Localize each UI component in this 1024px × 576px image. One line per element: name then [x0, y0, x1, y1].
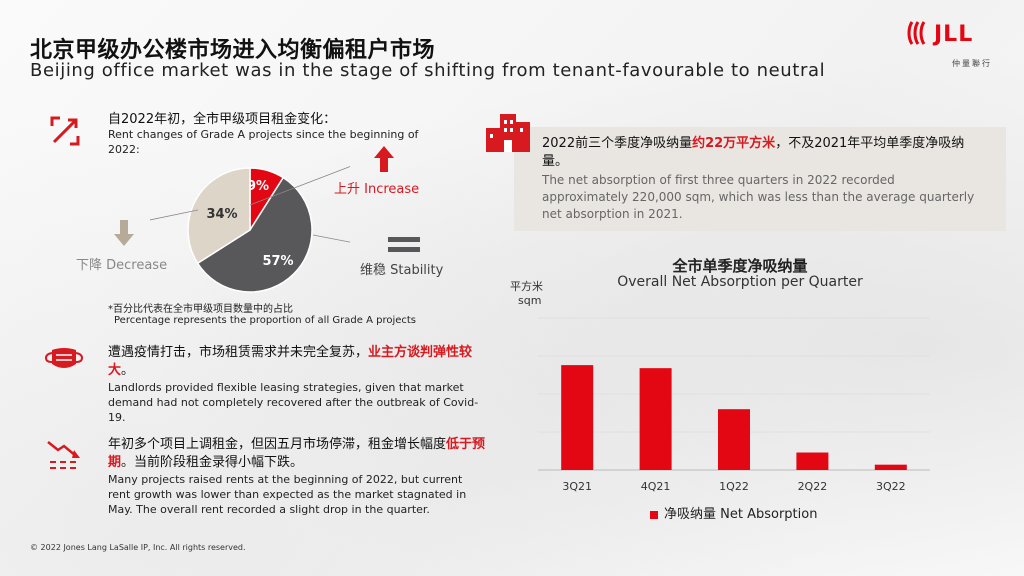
legend-swatch — [650, 510, 658, 519]
growth-text-cn: 年初多个项目上调租金，但因五月市场停滞，租金增长幅度低于预期。当前阶段租金录得小… — [108, 436, 488, 472]
bar-chart-legend: 净吸纳量 Net Absorption — [650, 503, 817, 522]
y-axis-unit-en: sqm — [518, 294, 542, 307]
bar-chart-title: 全市单季度净吸纳量 — [672, 257, 808, 275]
covid-text-cn-b: 。 — [121, 363, 135, 378]
growth-text-cn-a: 年初多个项目上调租金，但因五月市场停滞，租金增长幅度 — [108, 437, 447, 452]
jll-logo-mark-icon — [907, 21, 926, 45]
trend-down-icon — [47, 441, 80, 469]
rent-change-pie-chart: 9% 57% 34% — [150, 166, 350, 293]
x-tick-label: 4Q21 — [641, 480, 671, 493]
absorption-text-en: The net absorption of first three quarte… — [542, 173, 975, 221]
bar — [561, 365, 594, 470]
bar — [796, 452, 829, 470]
legend-label: 净吸纳量 Net Absorption — [664, 507, 818, 522]
absorption-text-cn: 2022前三个季度净吸纳量约22万平方米，不及2021年平均单季度净吸纳量。 — [542, 135, 982, 171]
expand-arrow-icon — [50, 116, 80, 146]
pie-slice-label: 34% — [206, 207, 237, 222]
absorption-summary-box: 2022前三个季度净吸纳量约22万平方米，不及2021年平均单季度净吸纳量。 T… — [514, 127, 1006, 231]
x-tick-label: 3Q21 — [562, 480, 592, 493]
down-arrow-icon — [114, 220, 134, 246]
covid-text-cn-a: 遭遇疫情打击，市场租赁需求并未完全复苏， — [108, 345, 369, 360]
face-mask-icon — [44, 348, 84, 368]
copyright-footer: © 2022 Jones Lang LaSalle IP, Inc. All r… — [30, 543, 246, 552]
buildings-icon — [486, 114, 530, 152]
growth-text-en: Many projects raised rents at the beginn… — [108, 473, 467, 516]
pie-note-en: Percentage represents the proportion of … — [114, 315, 417, 326]
bar — [639, 368, 672, 470]
absorption-text-cn-highlight: 约22万平方米 — [692, 136, 776, 151]
label-decrease: 下降 Decrease — [76, 258, 168, 273]
growth-text-cn-b: 。当前阶段租金录得小幅下跌。 — [121, 455, 304, 470]
x-tick-label: 1Q22 — [719, 480, 749, 493]
page-title-en: Beijing office market was in the stage o… — [30, 60, 826, 81]
absorption-text-cn-b: ，不及2021年平均单季度净吸纳量。 — [542, 136, 965, 169]
page-title-cn: 北京甲级办公楼市场进入均衡偏租户市场 — [30, 38, 436, 63]
x-tick-label: 3Q22 — [876, 480, 906, 493]
label-increase: 上升 Increase — [334, 182, 420, 197]
leader-line-stability — [312, 234, 350, 243]
leader-line-increase — [249, 166, 350, 206]
jll-logo: JLL 仲量聯行 — [906, 16, 996, 76]
equal-sign-icon — [388, 237, 420, 252]
pie-group: 9% 57% 34% — [187, 167, 313, 293]
bar — [718, 409, 750, 470]
bar-chart-subtitle: Overall Net Absorption per Quarter — [617, 274, 863, 290]
up-arrow-icon — [374, 146, 394, 172]
rent-heading-en: Rent changes of Grade A projects since t… — [108, 128, 419, 156]
pie-note-cn: *百分比代表在全市甲级项目数量中的占比 — [108, 304, 293, 315]
growth-text-cn-highlight: 低于预期 — [108, 437, 486, 470]
y-axis-unit-cn: 平方米 — [510, 280, 543, 293]
covid-text-cn-highlight: 业主方谈判弹性较大 — [108, 345, 473, 378]
logo-text: JLL — [934, 22, 974, 47]
net-absorption-bar-chart: 3Q21 4Q21 1Q22 2Q22 3Q22 — [538, 317, 930, 493]
pie-slice — [187, 167, 251, 265]
covid-text-cn: 遭遇疫情打击，市场租赁需求并未完全复苏，业主方谈判弹性较大。 — [108, 344, 488, 380]
pie-slice-label: 57% — [262, 254, 293, 269]
pie-slice-label: 9% — [247, 179, 269, 194]
bar — [874, 464, 907, 470]
x-tick-label: 2Q22 — [798, 480, 828, 493]
logo-subtitle-cn: 仲量聯行 — [952, 59, 992, 68]
leader-line-decrease — [150, 209, 199, 221]
absorption-text-cn-a: 2022前三个季度净吸纳量 — [542, 136, 693, 151]
pie-slice — [196, 176, 313, 293]
rent-heading-cn: 自2022年初，全市甲级项目租金变化： — [108, 112, 337, 127]
label-stability: 维稳 Stability — [360, 263, 444, 278]
covid-text-en: Landlords provided flexible leasing stra… — [108, 381, 479, 424]
